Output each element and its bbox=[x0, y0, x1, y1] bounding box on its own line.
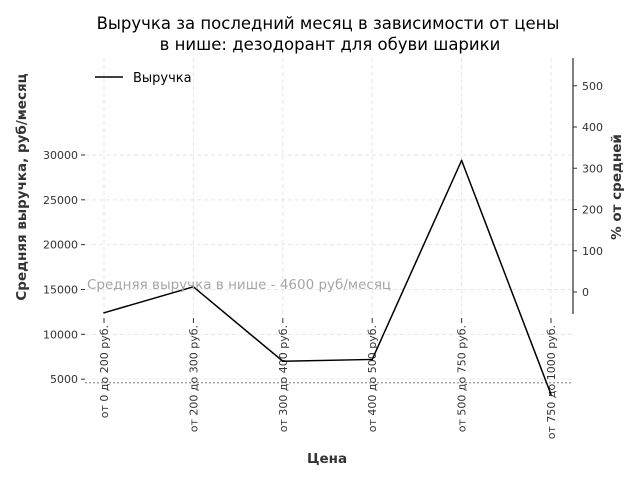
x-axis-label: Цена bbox=[307, 451, 347, 467]
average-annotation: Средняя выручка в нише - 4600 руб/месяц bbox=[87, 277, 391, 293]
x-tick-label: от 500 до 750 руб. bbox=[456, 325, 469, 432]
y-tick-label: 20000 bbox=[43, 239, 78, 252]
data-point bbox=[550, 393, 552, 396]
series-line-Выручка bbox=[103, 159, 552, 395]
data-point bbox=[192, 286, 195, 288]
y-tick-label: 15000 bbox=[43, 283, 78, 296]
data-point bbox=[282, 360, 284, 363]
y2-tick-label: 0 bbox=[582, 286, 589, 299]
legend: Выручка bbox=[95, 71, 192, 86]
chart-title-line1: Выручка за последний месяц в зависимости… bbox=[97, 14, 560, 33]
series-layer bbox=[103, 159, 552, 396]
grid bbox=[85, 58, 573, 380]
x-tick-label: от 750 до 1000 руб. bbox=[545, 325, 558, 439]
y2-axis-label: % от средней bbox=[609, 134, 625, 240]
data-point bbox=[103, 312, 105, 314]
y-tick-label: 10000 bbox=[43, 328, 78, 341]
y2-tick-label: 400 bbox=[582, 121, 603, 134]
chart-title-line2: в нише: дезодорант для обуви шарики bbox=[160, 35, 501, 54]
x-tick-label: от 300 до 400 руб. bbox=[277, 325, 290, 432]
x-axis-ticks: от 0 до 200 руб. от 200 до 300 руб. от 300… bbox=[98, 318, 558, 439]
y-tick-label: 25000 bbox=[43, 194, 78, 207]
y2-tick-label: 300 bbox=[582, 162, 603, 175]
y-axis-ticks: 5000 10000 15000 20000 25000 30000 bbox=[43, 149, 85, 386]
x-tick-label: от 200 до 300 руб. bbox=[187, 325, 200, 432]
y2-tick-label: 100 bbox=[582, 245, 603, 258]
y-axis-label: Средняя выручка, руб/месяц bbox=[14, 73, 30, 300]
data-point bbox=[371, 358, 374, 361]
y-tick-label: 5000 bbox=[50, 373, 78, 386]
legend-label: Выручка bbox=[133, 71, 192, 86]
y2-tick-label: 500 bbox=[582, 80, 603, 93]
x-tick-label: от 400 до 500 руб. bbox=[366, 325, 379, 432]
y2-axis-ticks: 0 100 200 300 400 500 bbox=[573, 80, 603, 299]
y-tick-label: 30000 bbox=[43, 149, 78, 162]
x-tick-label: от 0 до 200 руб. bbox=[98, 325, 111, 418]
data-point bbox=[460, 159, 463, 162]
y2-tick-label: 200 bbox=[582, 204, 603, 217]
